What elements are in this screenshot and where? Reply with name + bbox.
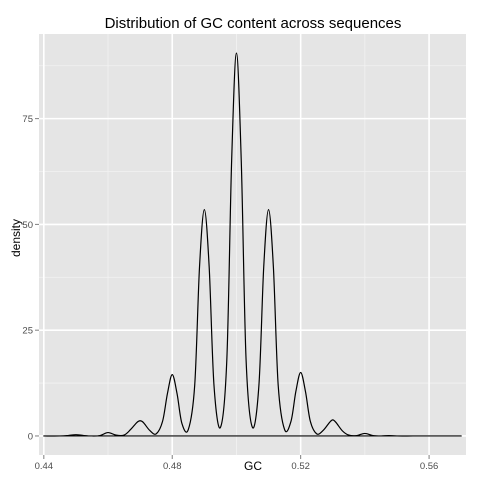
y-tick-label: 75 — [22, 114, 33, 125]
x-tick-label: 0.52 — [291, 461, 310, 472]
x-tick-label: 0.44 — [35, 461, 54, 472]
y-tick-label: 50 — [22, 220, 33, 231]
x-tick-label: 0.56 — [420, 461, 439, 472]
y-tick-label: 25 — [22, 326, 33, 337]
x-tick-label: 0.48 — [163, 461, 182, 472]
chart-title: Distribution of GC content across sequen… — [105, 15, 402, 32]
y-axis: 0 25 50 75 — [22, 114, 39, 442]
y-axis-title: density — [9, 219, 23, 257]
density-curve — [43, 52, 462, 437]
series-group — [43, 52, 462, 437]
x-axis-title: GC — [244, 459, 262, 473]
plot-panel — [39, 34, 466, 455]
y-tick-label: 0 — [28, 431, 33, 442]
x-axis: 0.44 0.48 0.52 0.56 — [35, 455, 439, 472]
